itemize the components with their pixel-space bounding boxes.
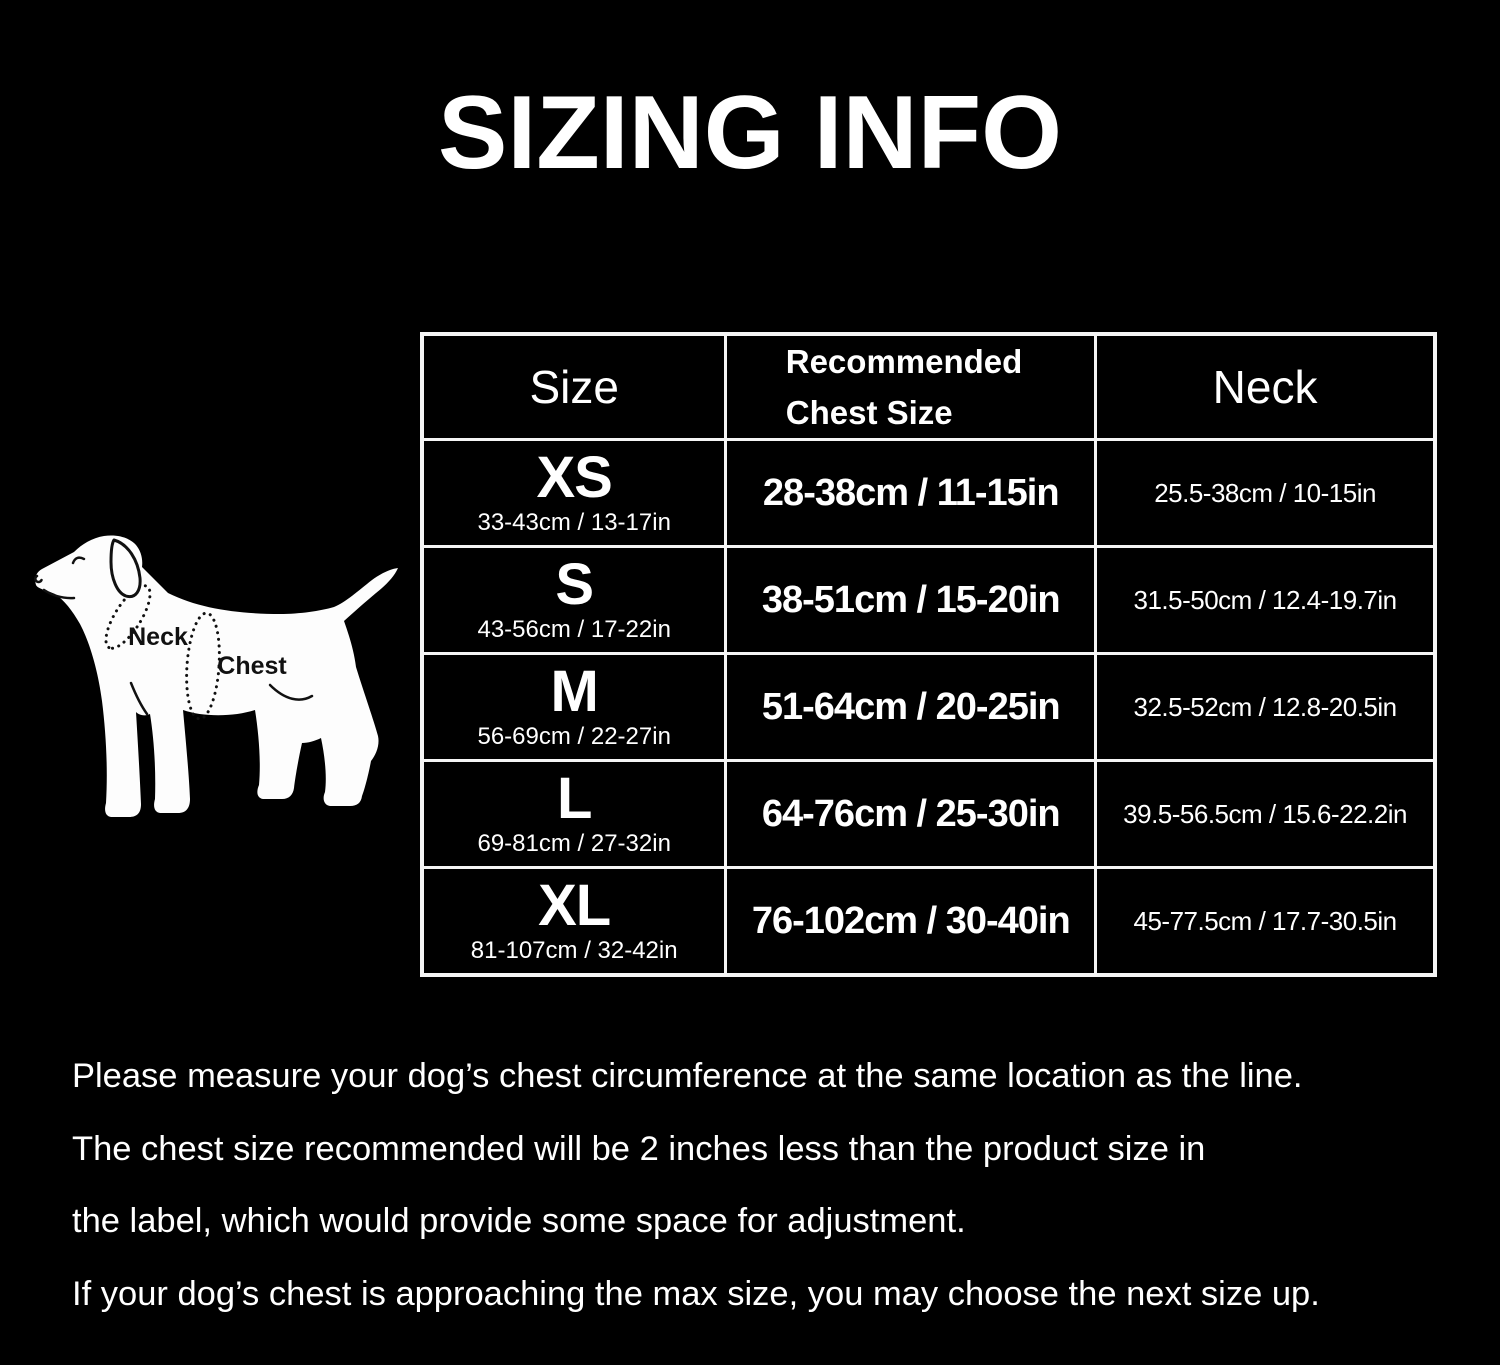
dog-mouth <box>42 588 76 600</box>
chest-range: 51-64cm / 20-25in <box>761 685 1061 728</box>
size-range: 81-107cm / 32-42in <box>470 937 678 965</box>
size-cell: XS 33-43cm / 13-17in <box>420 438 728 549</box>
size-label: M <box>550 659 599 725</box>
neck-range: 45-77.5cm / 17.7-30.5in <box>1133 905 1398 936</box>
chest-range: 76-102cm / 30-40in <box>751 899 1071 942</box>
chest-range: 64-76cm / 25-30in <box>761 792 1061 835</box>
neck-cell: 45-77.5cm / 17.7-30.5in <box>1094 866 1437 977</box>
table-row: S 43-56cm / 17-22in 38-51cm / 15-20in 31… <box>420 545 1437 656</box>
size-cell: M 56-69cm / 22-27in <box>420 652 728 763</box>
column-header-size: Size <box>420 332 728 442</box>
size-range: 33-43cm / 13-17in <box>477 509 671 537</box>
chest-cell: 51-64cm / 20-25in <box>724 652 1098 763</box>
size-range: 69-81cm / 27-32in <box>477 830 671 858</box>
dog-shoulder-line <box>129 681 149 716</box>
neck-range: 25.5-38cm / 10-15in <box>1154 477 1376 508</box>
column-header-chest: Recommended Chest Size <box>724 332 1098 442</box>
column-header-chest-label: Recommended Chest Size <box>785 343 1023 432</box>
neck-range: 39.5-56.5cm / 15.6-22.2in <box>1123 798 1407 829</box>
column-header-neck: Neck <box>1094 332 1437 442</box>
chest-cell: 64-76cm / 25-30in <box>724 759 1098 870</box>
dog-measurement-diagram: Neck Chest <box>34 535 398 817</box>
table-row: XS 33-43cm / 13-17in 28-38cm / 11-15in 2… <box>420 438 1437 549</box>
table-row: M 56-69cm / 22-27in 51-64cm / 20-25in 32… <box>420 652 1437 763</box>
dog-eye <box>71 556 86 565</box>
column-header-neck-label: Neck <box>1212 361 1318 414</box>
neck-measure-dotted-line <box>104 584 152 650</box>
size-cell: XL 81-107cm / 32-42in <box>420 866 728 977</box>
page-title: SIZING INFO <box>438 75 1062 191</box>
chest-cell: 28-38cm / 11-15in <box>724 438 1098 549</box>
dog-silhouette <box>35 535 398 817</box>
table-header-row: Size Recommended Chest Size Neck <box>420 332 1437 442</box>
size-cell: L 69-81cm / 27-32in <box>420 759 728 870</box>
size-label: S <box>555 552 594 618</box>
note-line: If your dog’s chest is approaching the m… <box>72 1274 1320 1313</box>
chest-range: 38-51cm / 15-20in <box>761 578 1061 621</box>
chest-range: 28-38cm / 11-15in <box>762 471 1060 514</box>
neck-cell: 32.5-52cm / 12.8-20.5in <box>1094 652 1437 763</box>
chest-label: Chest <box>217 652 287 680</box>
neck-range: 32.5-52cm / 12.8-20.5in <box>1133 691 1398 722</box>
chest-cell: 38-51cm / 15-20in <box>724 545 1098 656</box>
chest-measure-dotted-line <box>185 611 221 721</box>
notes-block: Please measure your dog’s chest circumfe… <box>72 1040 1472 1330</box>
neck-cell: 25.5-38cm / 10-15in <box>1094 438 1437 549</box>
sizing-table: Size Recommended Chest Size Neck XS 33-4… <box>420 332 1437 977</box>
neck-range: 31.5-50cm / 12.4-19.7in <box>1133 584 1398 615</box>
dog-thigh-line <box>268 683 314 701</box>
column-header-size-label: Size <box>529 361 619 414</box>
size-range: 56-69cm / 22-27in <box>477 723 671 751</box>
size-label: L <box>556 766 592 832</box>
size-label: XS <box>536 445 613 511</box>
table-row: L 69-81cm / 27-32in 64-76cm / 25-30in 39… <box>420 759 1437 870</box>
note-line: the label, which would provide some spac… <box>72 1202 966 1240</box>
neck-cell: 39.5-56.5cm / 15.6-22.2in <box>1094 759 1437 870</box>
dog-ear <box>109 538 142 599</box>
neck-cell: 31.5-50cm / 12.4-19.7in <box>1094 545 1437 656</box>
neck-label: Neck <box>128 623 188 651</box>
size-cell: S 43-56cm / 17-22in <box>420 545 728 656</box>
dog-nostril <box>34 574 43 584</box>
note-line: Please measure your dog’s chest circumfe… <box>72 1057 1303 1095</box>
chest-cell: 76-102cm / 30-40in <box>724 866 1098 977</box>
table-row: XL 81-107cm / 32-42in 76-102cm / 30-40in… <box>420 866 1437 977</box>
size-label: XL <box>538 873 611 939</box>
note-line: The chest size recommended will be 2 inc… <box>72 1129 1206 1168</box>
size-range: 43-56cm / 17-22in <box>477 616 671 644</box>
